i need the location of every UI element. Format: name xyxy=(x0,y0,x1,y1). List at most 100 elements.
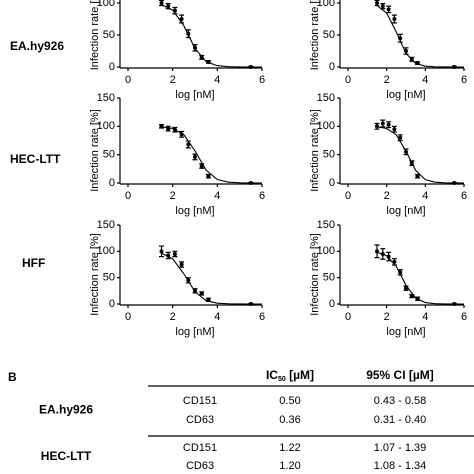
x-tick-label: 6 xyxy=(461,311,467,323)
y-tick-label: 100 xyxy=(97,0,115,9)
data-point xyxy=(404,149,408,154)
fit-curve xyxy=(376,251,464,305)
table-cell: 1.07 - 1.39 xyxy=(374,442,427,454)
row-label: EA.hy926 xyxy=(10,39,64,53)
fit-curve xyxy=(161,4,262,68)
data-point xyxy=(452,302,457,306)
data-point xyxy=(193,45,197,50)
column-header: IC50 [µM] xyxy=(266,368,314,383)
data-point xyxy=(380,121,385,126)
data-point xyxy=(415,61,420,66)
y-tick-label: 0 xyxy=(329,298,335,310)
x-tick-label: 2 xyxy=(170,74,176,86)
data-point xyxy=(172,8,177,13)
data-point xyxy=(186,31,191,36)
group-label: HEC-LTT xyxy=(41,449,92,463)
x-tick-label: 4 xyxy=(214,190,220,202)
y-tick-label: 50 xyxy=(323,29,335,41)
row-label: HFF xyxy=(22,256,45,270)
data-point xyxy=(186,142,191,147)
x-tick-label: 0 xyxy=(345,311,351,323)
x-tick-label: 0 xyxy=(125,190,131,202)
y-tick-label: 150 xyxy=(97,219,115,231)
data-point xyxy=(172,251,177,256)
data-point xyxy=(375,124,379,129)
data-point xyxy=(386,122,391,127)
x-tick-label: 0 xyxy=(125,74,131,86)
x-tick-label: 6 xyxy=(461,190,467,202)
data-point xyxy=(375,249,379,254)
panel-label: B xyxy=(8,370,17,384)
y-tick-label: 50 xyxy=(103,272,115,284)
data-point xyxy=(166,253,171,258)
data-point xyxy=(159,249,164,254)
y-tick-label: 100 xyxy=(317,120,335,132)
y-axis-label: Infection rate [%] xyxy=(309,233,321,316)
data-point xyxy=(409,161,414,166)
table-cell: 1.22 xyxy=(279,442,300,454)
x-axis-label: log [nM] xyxy=(175,205,214,217)
y-tick-label: 0 xyxy=(329,177,335,189)
fit-curve xyxy=(161,252,262,305)
data-point xyxy=(179,262,184,267)
data-point xyxy=(415,296,420,301)
table-cell: CD63 xyxy=(186,414,214,426)
x-tick-label: 4 xyxy=(214,311,220,323)
data-point xyxy=(452,181,457,185)
group-label: EA.hy926 xyxy=(39,403,93,417)
x-tick-label: 0 xyxy=(345,74,351,86)
data-point xyxy=(392,17,397,21)
table-cell: 0.50 xyxy=(279,395,300,407)
y-axis-label: Infection rate [%] xyxy=(89,233,101,316)
fit-curve xyxy=(376,5,464,68)
data-point xyxy=(404,286,408,291)
x-axis-label: log [nM] xyxy=(386,89,425,101)
data-point xyxy=(398,270,403,275)
data-point xyxy=(248,302,253,306)
x-tick-label: 4 xyxy=(214,74,220,86)
y-tick-label: 50 xyxy=(323,149,335,161)
data-point xyxy=(409,57,414,62)
data-point xyxy=(206,297,211,302)
y-tick-label: 50 xyxy=(103,149,115,161)
x-tick-label: 6 xyxy=(259,311,265,323)
data-point xyxy=(193,288,197,293)
fit-curve xyxy=(161,126,263,184)
data-point xyxy=(409,294,414,299)
y-tick-label: 50 xyxy=(323,272,335,284)
x-tick-label: 4 xyxy=(422,190,428,202)
y-tick-label: 100 xyxy=(97,245,115,257)
y-tick-label: 0 xyxy=(109,177,115,189)
x-tick-label: 2 xyxy=(384,190,390,202)
data-point xyxy=(166,126,171,131)
table-cell: 1.08 - 1.34 xyxy=(374,460,427,472)
data-point xyxy=(380,4,385,9)
data-point xyxy=(172,127,177,132)
data-point xyxy=(386,254,391,259)
header-part: [µM] xyxy=(286,368,314,382)
header-part: 50 xyxy=(278,376,286,383)
data-point xyxy=(199,291,204,296)
table-cell: CD63 xyxy=(186,460,214,472)
y-axis-label: Infection rate [%] xyxy=(89,0,101,70)
header-part: IC xyxy=(266,368,278,382)
data-point xyxy=(398,36,403,41)
data-point xyxy=(179,132,184,137)
y-axis-label: Infection rate [%] xyxy=(309,109,321,192)
data-point xyxy=(159,1,164,5)
table-cell: CD151 xyxy=(183,395,217,407)
table-cell: CD151 xyxy=(183,442,217,454)
x-axis-label: log [nM] xyxy=(175,89,214,101)
data-point xyxy=(159,124,164,129)
y-tick-label: 50 xyxy=(103,29,115,41)
data-point xyxy=(199,55,204,60)
x-axis-label: log [nM] xyxy=(386,205,425,217)
x-tick-label: 6 xyxy=(259,190,265,202)
x-axis-label: log [nM] xyxy=(175,326,214,338)
table-cell: 0.31 - 0.40 xyxy=(374,414,427,426)
data-point xyxy=(248,181,253,185)
table-cell: 0.43 - 0.58 xyxy=(374,395,427,407)
x-tick-label: 4 xyxy=(422,74,428,86)
x-tick-label: 0 xyxy=(345,190,351,202)
